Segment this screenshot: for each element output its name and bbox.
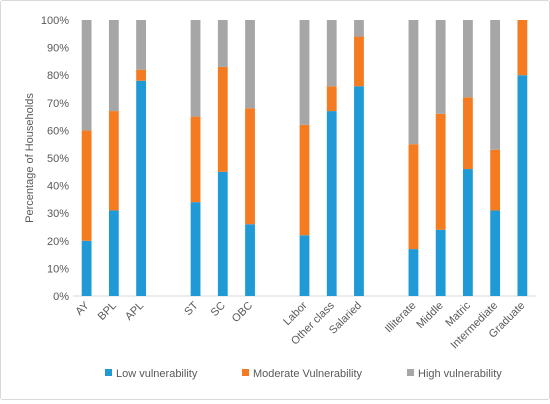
bar-segment-high-vulnerability <box>299 20 310 125</box>
y-tick-label: 30% <box>47 208 69 220</box>
legend-swatch <box>105 369 112 376</box>
bar-segment-low-vulnerability <box>245 224 255 296</box>
x-tick-label: OBC <box>230 300 255 325</box>
bar-segment-low-vulnerability <box>217 171 228 296</box>
bar-segment-moderate-vulnerability <box>408 144 419 250</box>
bar-segment-moderate-vulnerability <box>81 130 92 241</box>
bar-segment-high-vulnerability <box>490 20 501 150</box>
legend: Low vulnerability Moderate Vulnerability H… <box>105 368 502 380</box>
x-tick-label: AY <box>73 299 92 318</box>
y-tick-label: 10% <box>47 263 69 275</box>
y-tick-label: 80% <box>47 70 69 82</box>
bar-segment-high-vulnerability <box>108 20 119 112</box>
bar-segment-high-vulnerability <box>136 20 146 70</box>
bar-segment-high-vulnerability <box>217 20 228 67</box>
bar-segment-moderate-vulnerability <box>435 113 446 230</box>
legend-swatch <box>242 369 249 376</box>
bar-segment-moderate-vulnerability <box>299 124 310 236</box>
bar-segment-low-vulnerability <box>108 210 119 296</box>
bars <box>81 20 528 297</box>
y-tick-label: 50% <box>47 153 69 165</box>
bar-segment-moderate-vulnerability <box>136 69 146 81</box>
y-tick-label: 20% <box>47 236 69 248</box>
bar-segment-high-vulnerability <box>81 20 92 131</box>
bar-segment-moderate-vulnerability <box>490 149 501 211</box>
bar-segment-low-vulnerability <box>136 80 146 296</box>
bar-segment-high-vulnerability <box>354 20 364 37</box>
bar-segment-high-vulnerability <box>408 20 419 145</box>
y-tick-label: 40% <box>47 181 69 193</box>
legend-label: Low vulnerability <box>116 368 198 380</box>
y-tick-label: 90% <box>47 43 69 55</box>
bar-segment-low-vulnerability <box>299 235 310 296</box>
bar-segment-moderate-vulnerability <box>245 108 255 225</box>
bar-segment-low-vulnerability <box>517 75 528 296</box>
legend-swatch <box>407 369 414 376</box>
bar-segment-high-vulnerability <box>326 20 337 87</box>
x-tick-label: Middle <box>414 300 445 331</box>
bar-segment-high-vulnerability <box>435 20 446 114</box>
bar-segment-high-vulnerability <box>190 20 201 117</box>
y-tick-label: 0% <box>53 291 69 303</box>
x-tick-label: APL <box>123 300 146 323</box>
bar-segment-low-vulnerability <box>463 169 473 296</box>
bar-segment-high-vulnerability <box>245 20 255 109</box>
bar-segment-low-vulnerability <box>490 210 501 296</box>
y-axis-ticks: 0% 10% 20% 30% 40% 50% 60% 70% 80% 90% 100% <box>41 15 69 303</box>
bar-segment-moderate-vulnerability <box>354 36 364 87</box>
x-tick-label: SC <box>209 300 228 319</box>
bar-segment-high-vulnerability <box>463 20 473 98</box>
bar-segment-moderate-vulnerability <box>190 116 201 203</box>
bar-segment-moderate-vulnerability <box>517 20 528 76</box>
bar-segment-low-vulnerability <box>435 229 446 296</box>
x-tick-label: Illiterate <box>383 300 419 336</box>
y-tick-label: 70% <box>47 98 69 110</box>
y-axis-title: Percentage of Households <box>24 93 36 223</box>
x-tick-label: ST <box>182 299 201 318</box>
bar-segment-low-vulnerability <box>190 202 201 296</box>
bar-segment-moderate-vulnerability <box>217 66 228 172</box>
legend-label: Moderate Vulnerability <box>253 368 363 380</box>
bar-segment-moderate-vulnerability <box>108 111 119 211</box>
bar-segment-low-vulnerability <box>81 240 92 296</box>
y-axis-title-group: Percentage of Households <box>24 93 36 223</box>
y-tick-label: 100% <box>41 15 69 27</box>
bar-segment-low-vulnerability <box>354 86 364 297</box>
bar-segment-low-vulnerability <box>408 249 419 296</box>
y-tick-label: 60% <box>47 125 69 137</box>
legend-label: High vulnerability <box>418 368 502 380</box>
x-tick-label: BPL <box>96 300 119 323</box>
bar-segment-moderate-vulnerability <box>326 86 337 112</box>
bar-segment-moderate-vulnerability <box>463 97 473 170</box>
bar-segment-low-vulnerability <box>326 111 337 296</box>
